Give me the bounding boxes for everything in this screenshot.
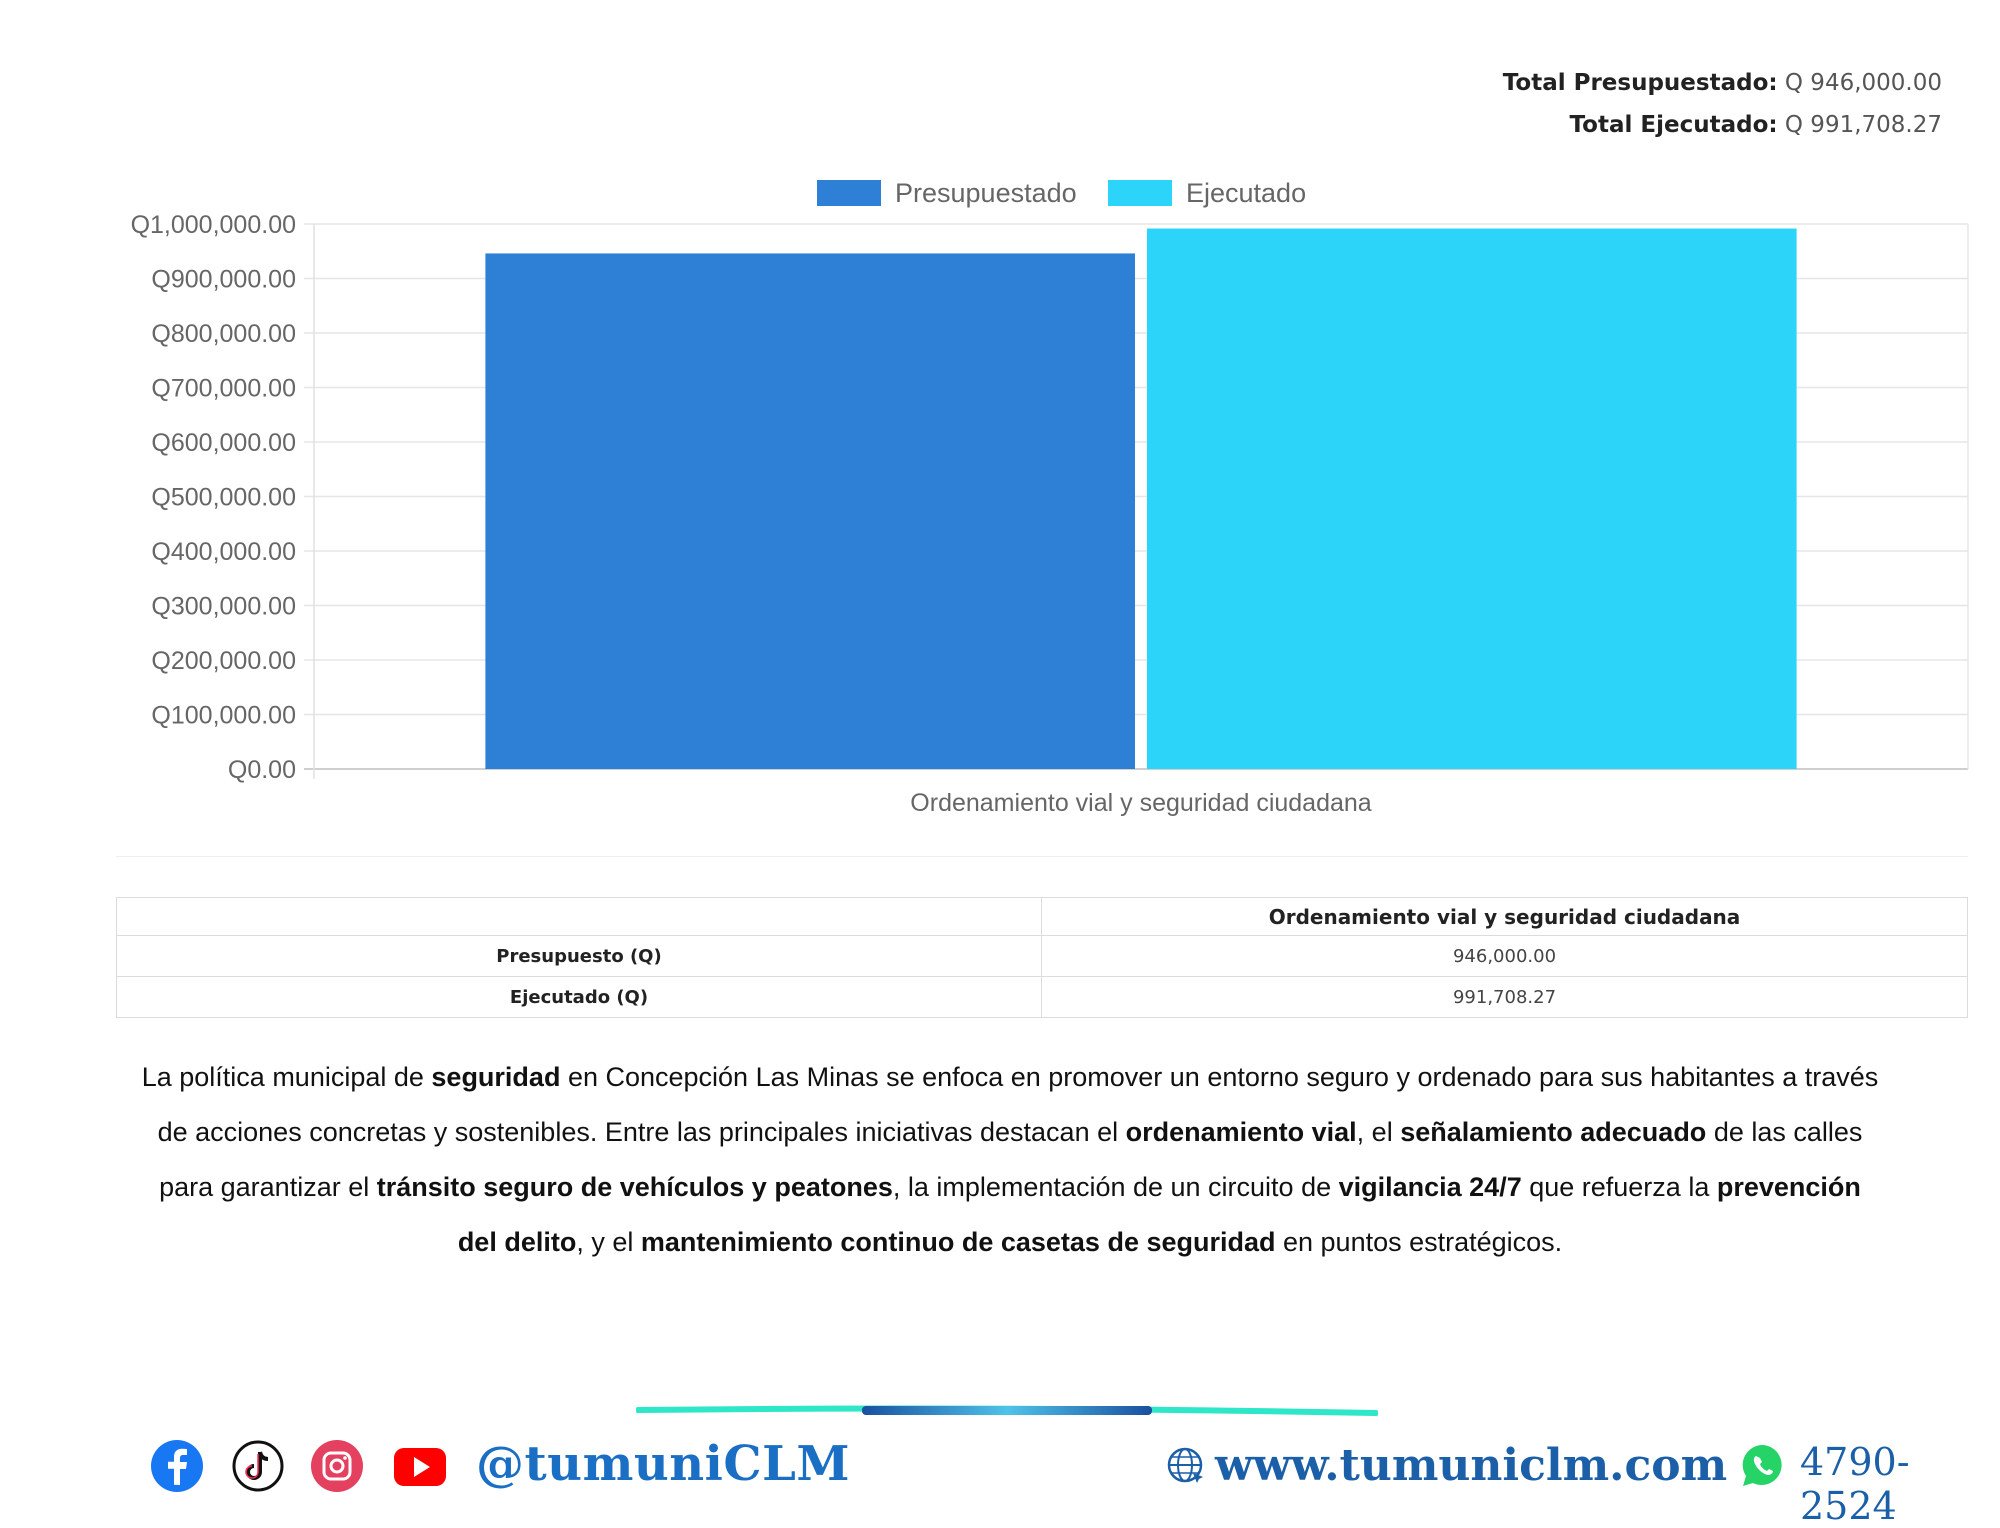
bar-chart: Q0.00 Q100,000.00 Q200,000.00 Q300,000.00 Q4…: [131, 178, 1969, 817]
row-value: 946,000.00: [1041, 935, 1968, 977]
legend-swatch: [1108, 180, 1172, 206]
y-tick-label: Q0.00: [228, 756, 296, 784]
facebook-icon[interactable]: [150, 1436, 204, 1496]
website-link[interactable]: www.tumuniclm.com: [1215, 1440, 1728, 1491]
y-tick-label: Q1,000,000.00: [131, 211, 296, 239]
y-tick-label: Q600,000.00: [151, 429, 296, 457]
whatsapp-icon[interactable]: [1738, 1436, 1788, 1496]
y-tick-label: Q400,000.00: [151, 538, 296, 566]
x-tick-label: Ordenamiento vial y seguridad ciudadana: [910, 789, 1371, 817]
legend-label: Presupuestado: [895, 178, 1077, 208]
table-row: Presupuesto (Q) 946,000.00: [116, 935, 1968, 977]
legend-label: Ejecutado: [1186, 178, 1306, 208]
y-tick-label: Q900,000.00: [151, 266, 296, 294]
instagram-icon[interactable]: [310, 1436, 364, 1496]
y-tick-label: Q200,000.00: [151, 647, 296, 675]
section-divider: [116, 856, 1968, 857]
legend-swatch: [817, 180, 881, 206]
bar-ejecutado: [1147, 228, 1797, 770]
bar-presupuestado: [485, 253, 1135, 769]
globe-icon: [1165, 1436, 1207, 1496]
total-presupuestado: Total Presupuestado: Q 946,000.00: [1502, 70, 1942, 96]
y-tick-label: Q300,000.00: [151, 593, 296, 621]
y-tick-label: Q800,000.00: [151, 320, 296, 348]
social-handle[interactable]: @tumuniCLM: [476, 1436, 850, 1492]
table-header-category: Ordenamiento vial y seguridad ciudadana: [1041, 897, 1968, 936]
row-label: Presupuesto (Q): [116, 935, 1042, 977]
table-header-row: Ordenamiento vial y seguridad ciudadana: [116, 897, 1968, 936]
phone-number[interactable]: 4790-2524: [1800, 1440, 1910, 1528]
total-ejecutado: Total Ejecutado: Q 991,708.27: [1569, 112, 1942, 138]
footer-decorative-line: [636, 1405, 1378, 1416]
table-header-empty: [116, 897, 1042, 936]
y-tick-label: Q500,000.00: [151, 484, 296, 512]
description-paragraph: La política municipal de seguridad en Co…: [141, 1062, 1879, 1257]
data-table: Ordenamiento vial y seguridad ciudadana …: [116, 897, 1968, 1018]
youtube-icon[interactable]: [392, 1436, 448, 1496]
table-row: Ejecutado (Q) 991,708.27: [116, 976, 1968, 1018]
tiktok-icon[interactable]: [232, 1436, 284, 1496]
row-value: 991,708.27: [1041, 976, 1968, 1018]
y-tick-label: Q700,000.00: [151, 375, 296, 403]
row-label: Ejecutado (Q): [116, 976, 1042, 1018]
totals-summary: Total Presupuestado: Q 946,000.00 Total …: [1503, 62, 1942, 146]
y-tick-label: Q100,000.00: [151, 702, 296, 730]
